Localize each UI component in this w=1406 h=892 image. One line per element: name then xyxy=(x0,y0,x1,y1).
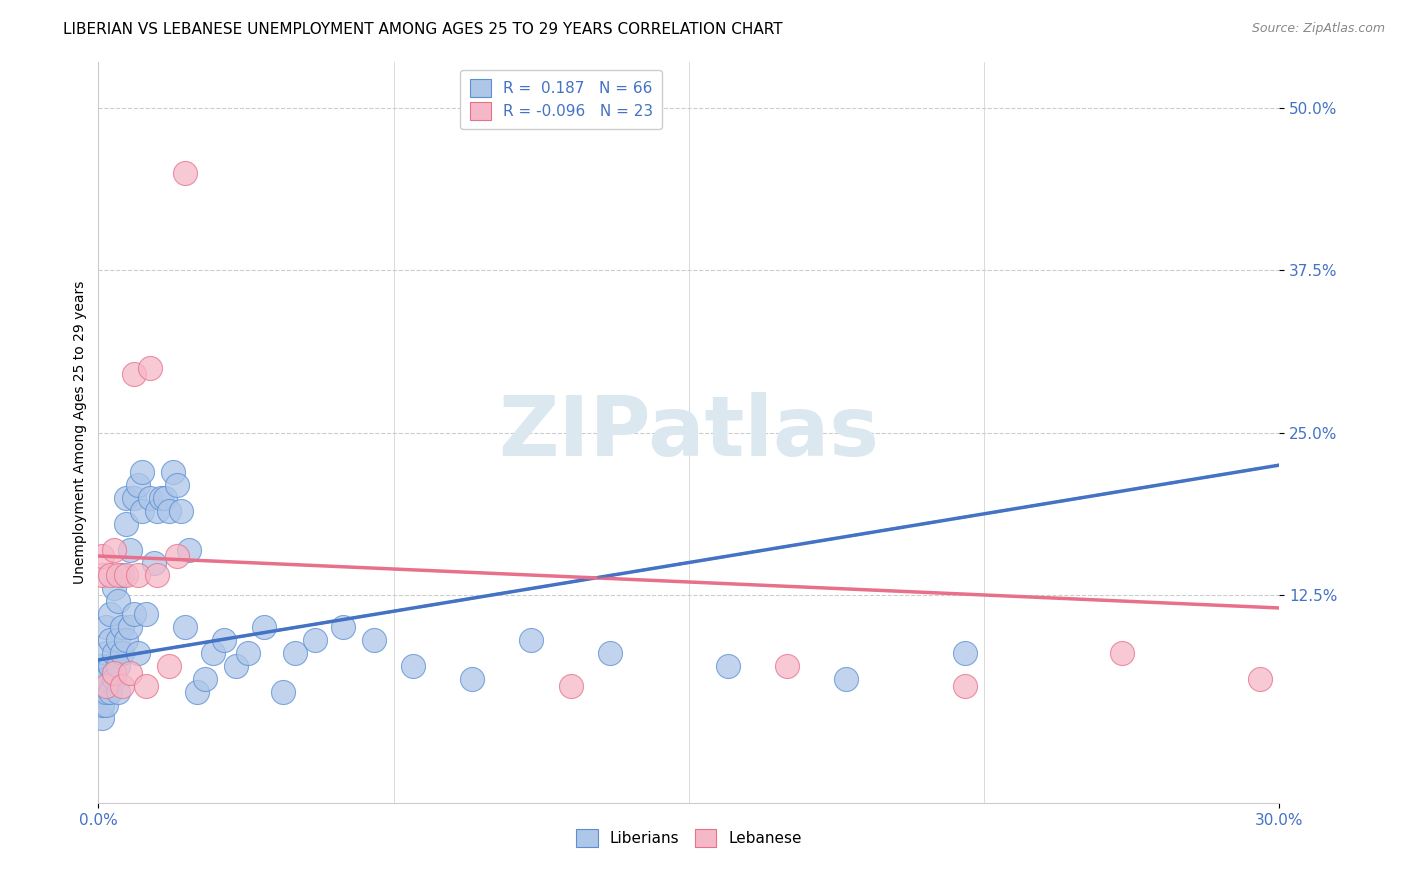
Point xyxy=(98,568,121,582)
Point xyxy=(107,633,129,648)
Point xyxy=(225,659,247,673)
Legend: Liberians, Lebanese: Liberians, Lebanese xyxy=(568,822,810,855)
Point xyxy=(953,647,976,661)
Point xyxy=(96,679,118,693)
Point xyxy=(91,711,114,725)
Point xyxy=(103,647,125,661)
Point xyxy=(135,607,157,622)
Point xyxy=(835,673,858,687)
Point xyxy=(157,503,180,517)
Point xyxy=(107,568,129,582)
Point xyxy=(131,503,153,517)
Point xyxy=(127,647,149,661)
Point xyxy=(953,679,976,693)
Point xyxy=(107,594,129,608)
Point xyxy=(166,549,188,563)
Point xyxy=(96,673,118,687)
Point xyxy=(146,503,169,517)
Point xyxy=(236,647,259,661)
Point xyxy=(103,582,125,596)
Point xyxy=(599,647,621,661)
Text: LIBERIAN VS LEBANESE UNEMPLOYMENT AMONG AGES 25 TO 29 YEARS CORRELATION CHART: LIBERIAN VS LEBANESE UNEMPLOYMENT AMONG … xyxy=(63,22,783,37)
Point xyxy=(304,633,326,648)
Point xyxy=(111,568,134,582)
Point xyxy=(107,659,129,673)
Point xyxy=(115,516,138,531)
Point xyxy=(170,503,193,517)
Point xyxy=(115,633,138,648)
Point xyxy=(127,568,149,582)
Point xyxy=(332,620,354,634)
Point xyxy=(91,698,114,713)
Point xyxy=(98,607,121,622)
Text: Source: ZipAtlas.com: Source: ZipAtlas.com xyxy=(1251,22,1385,36)
Point xyxy=(253,620,276,634)
Point xyxy=(103,673,125,687)
Point xyxy=(131,465,153,479)
Point xyxy=(91,673,114,687)
Point xyxy=(284,647,307,661)
Point xyxy=(103,542,125,557)
Point xyxy=(520,633,543,648)
Point xyxy=(96,647,118,661)
Point xyxy=(118,665,141,680)
Text: ZIPatlas: ZIPatlas xyxy=(499,392,879,473)
Point xyxy=(115,568,138,582)
Point xyxy=(142,556,165,570)
Point xyxy=(111,679,134,693)
Point xyxy=(111,620,134,634)
Point xyxy=(138,360,160,375)
Point xyxy=(273,685,295,699)
Point xyxy=(186,685,208,699)
Point xyxy=(122,491,145,505)
Point xyxy=(194,673,217,687)
Point xyxy=(1249,673,1271,687)
Point xyxy=(363,633,385,648)
Point xyxy=(155,491,177,505)
Point xyxy=(174,166,197,180)
Point xyxy=(122,367,145,381)
Point xyxy=(166,477,188,491)
Point xyxy=(157,659,180,673)
Point xyxy=(717,659,740,673)
Point xyxy=(201,647,224,661)
Point xyxy=(174,620,197,634)
Point xyxy=(91,549,114,563)
Point xyxy=(177,542,200,557)
Point xyxy=(107,685,129,699)
Point xyxy=(98,659,121,673)
Point xyxy=(461,673,484,687)
Point xyxy=(1111,647,1133,661)
Point xyxy=(135,679,157,693)
Point xyxy=(111,647,134,661)
Point xyxy=(96,685,118,699)
Point xyxy=(402,659,425,673)
Point xyxy=(118,620,141,634)
Point xyxy=(118,542,141,557)
Point xyxy=(91,568,114,582)
Point xyxy=(146,568,169,582)
Point xyxy=(122,607,145,622)
Point xyxy=(103,665,125,680)
Point xyxy=(776,659,799,673)
Point xyxy=(98,633,121,648)
Point xyxy=(115,491,138,505)
Point xyxy=(560,679,582,693)
Point xyxy=(91,685,114,699)
Point xyxy=(91,659,114,673)
Y-axis label: Unemployment Among Ages 25 to 29 years: Unemployment Among Ages 25 to 29 years xyxy=(73,281,87,584)
Point xyxy=(127,477,149,491)
Point xyxy=(214,633,236,648)
Point xyxy=(162,465,184,479)
Point xyxy=(138,491,160,505)
Point xyxy=(96,620,118,634)
Point xyxy=(150,491,173,505)
Point xyxy=(96,698,118,713)
Point xyxy=(98,685,121,699)
